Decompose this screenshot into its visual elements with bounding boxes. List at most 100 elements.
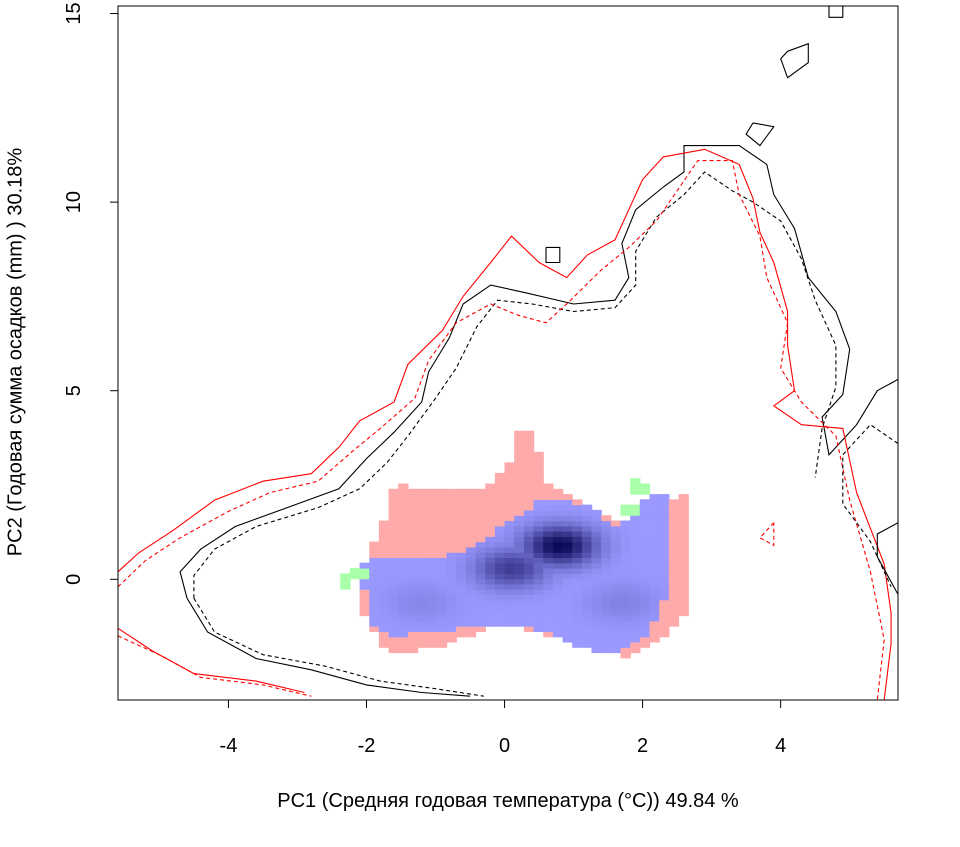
- density-cell: [427, 552, 438, 558]
- density-cell: [620, 536, 631, 543]
- density-cell: [465, 546, 477, 553]
- density-cell: [407, 515, 419, 522]
- density-cell: [504, 589, 515, 595]
- density-cell: [485, 573, 496, 580]
- density-cell: [659, 504, 670, 511]
- density-cell: [359, 583, 370, 590]
- density-cell: [659, 562, 670, 569]
- density-cell: [436, 620, 448, 627]
- density-cell: [620, 641, 631, 648]
- density-cell: [572, 531, 583, 537]
- contour-black-solid-14: [828, 6, 844, 18]
- density-cell: [581, 562, 593, 569]
- density-cell: [562, 594, 573, 601]
- density-cell: [475, 525, 486, 532]
- density-cell: [649, 509, 660, 516]
- density-cell: [572, 509, 583, 516]
- density-cell: [494, 488, 506, 495]
- density-cell: [572, 578, 583, 585]
- density-cell: [659, 615, 670, 622]
- density-cell: [514, 536, 525, 543]
- density-cell: [523, 541, 535, 548]
- density-cell: [552, 626, 564, 632]
- density-cell: [523, 446, 535, 453]
- density-cell: [581, 615, 593, 622]
- density-cell: [494, 615, 506, 622]
- density-cell: [485, 552, 496, 558]
- density-cell: [668, 562, 680, 569]
- density-cell: [630, 504, 641, 511]
- density-cell: [533, 509, 544, 516]
- density-cell: [407, 509, 419, 516]
- density-cell: [485, 568, 496, 574]
- density-cell: [514, 541, 525, 548]
- density-cell: [514, 520, 525, 527]
- density-cell: [446, 509, 457, 516]
- density-cell: [591, 594, 602, 601]
- density-cell: [533, 478, 544, 485]
- density-cell: [552, 589, 564, 595]
- density-cell: [388, 578, 399, 585]
- density-cell: [388, 594, 399, 601]
- density-cell: [436, 562, 448, 569]
- density-cell: [465, 504, 477, 511]
- density-cell: [446, 546, 457, 553]
- density-cell: [427, 641, 438, 648]
- density-cell: [620, 652, 631, 659]
- density-cell: [407, 525, 419, 532]
- density-cell: [543, 488, 554, 495]
- density-cell: [572, 536, 583, 543]
- density-cell: [678, 499, 689, 506]
- density-cell: [581, 610, 593, 617]
- density-cell: [533, 531, 544, 537]
- density-cell: [533, 467, 544, 474]
- density-cell: [649, 589, 660, 595]
- density-cell: [407, 605, 419, 611]
- density-cell: [620, 610, 631, 617]
- density-cell: [620, 509, 631, 516]
- density-cell: [369, 605, 380, 611]
- density-cell: [369, 557, 380, 564]
- density-cell: [630, 515, 641, 522]
- density-cell: [601, 562, 612, 569]
- density-cell: [465, 515, 477, 522]
- density-cell: [543, 483, 554, 490]
- density-cell: [485, 599, 496, 606]
- density-cell: [378, 615, 390, 622]
- contour-black-dashed-9: [842, 423, 898, 588]
- density-cell: [369, 589, 380, 595]
- density-cell: [407, 531, 419, 537]
- density-cell: [678, 520, 689, 527]
- density-cell: [659, 536, 670, 543]
- density-cell: [378, 641, 390, 648]
- density-cell: [523, 499, 535, 506]
- density-cell: [533, 557, 544, 564]
- density-cell: [523, 546, 535, 553]
- density-cell: [523, 605, 535, 611]
- density-cell: [610, 589, 622, 595]
- density-cell: [523, 430, 535, 437]
- density-cell: [436, 536, 448, 543]
- density-cell: [359, 594, 370, 601]
- density-cell: [533, 626, 544, 632]
- density-cell: [427, 589, 438, 595]
- density-cell: [427, 594, 438, 601]
- density-cell: [523, 462, 535, 469]
- density-cell: [523, 472, 535, 479]
- density-cell: [427, 573, 438, 580]
- density-cell: [359, 599, 370, 606]
- density-cell: [610, 631, 622, 638]
- density-cell: [465, 605, 477, 611]
- density-cell: [398, 599, 409, 606]
- density-cell: [601, 536, 612, 543]
- density-cell: [349, 573, 361, 580]
- density-cell: [678, 599, 689, 606]
- density-cell: [601, 525, 612, 532]
- density-cell: [649, 520, 660, 527]
- density-cell: [659, 552, 670, 558]
- density-cell: [659, 557, 670, 564]
- density-cell: [475, 546, 486, 553]
- density-cell: [504, 504, 515, 511]
- density-cell: [427, 599, 438, 606]
- density-cell: [349, 568, 361, 574]
